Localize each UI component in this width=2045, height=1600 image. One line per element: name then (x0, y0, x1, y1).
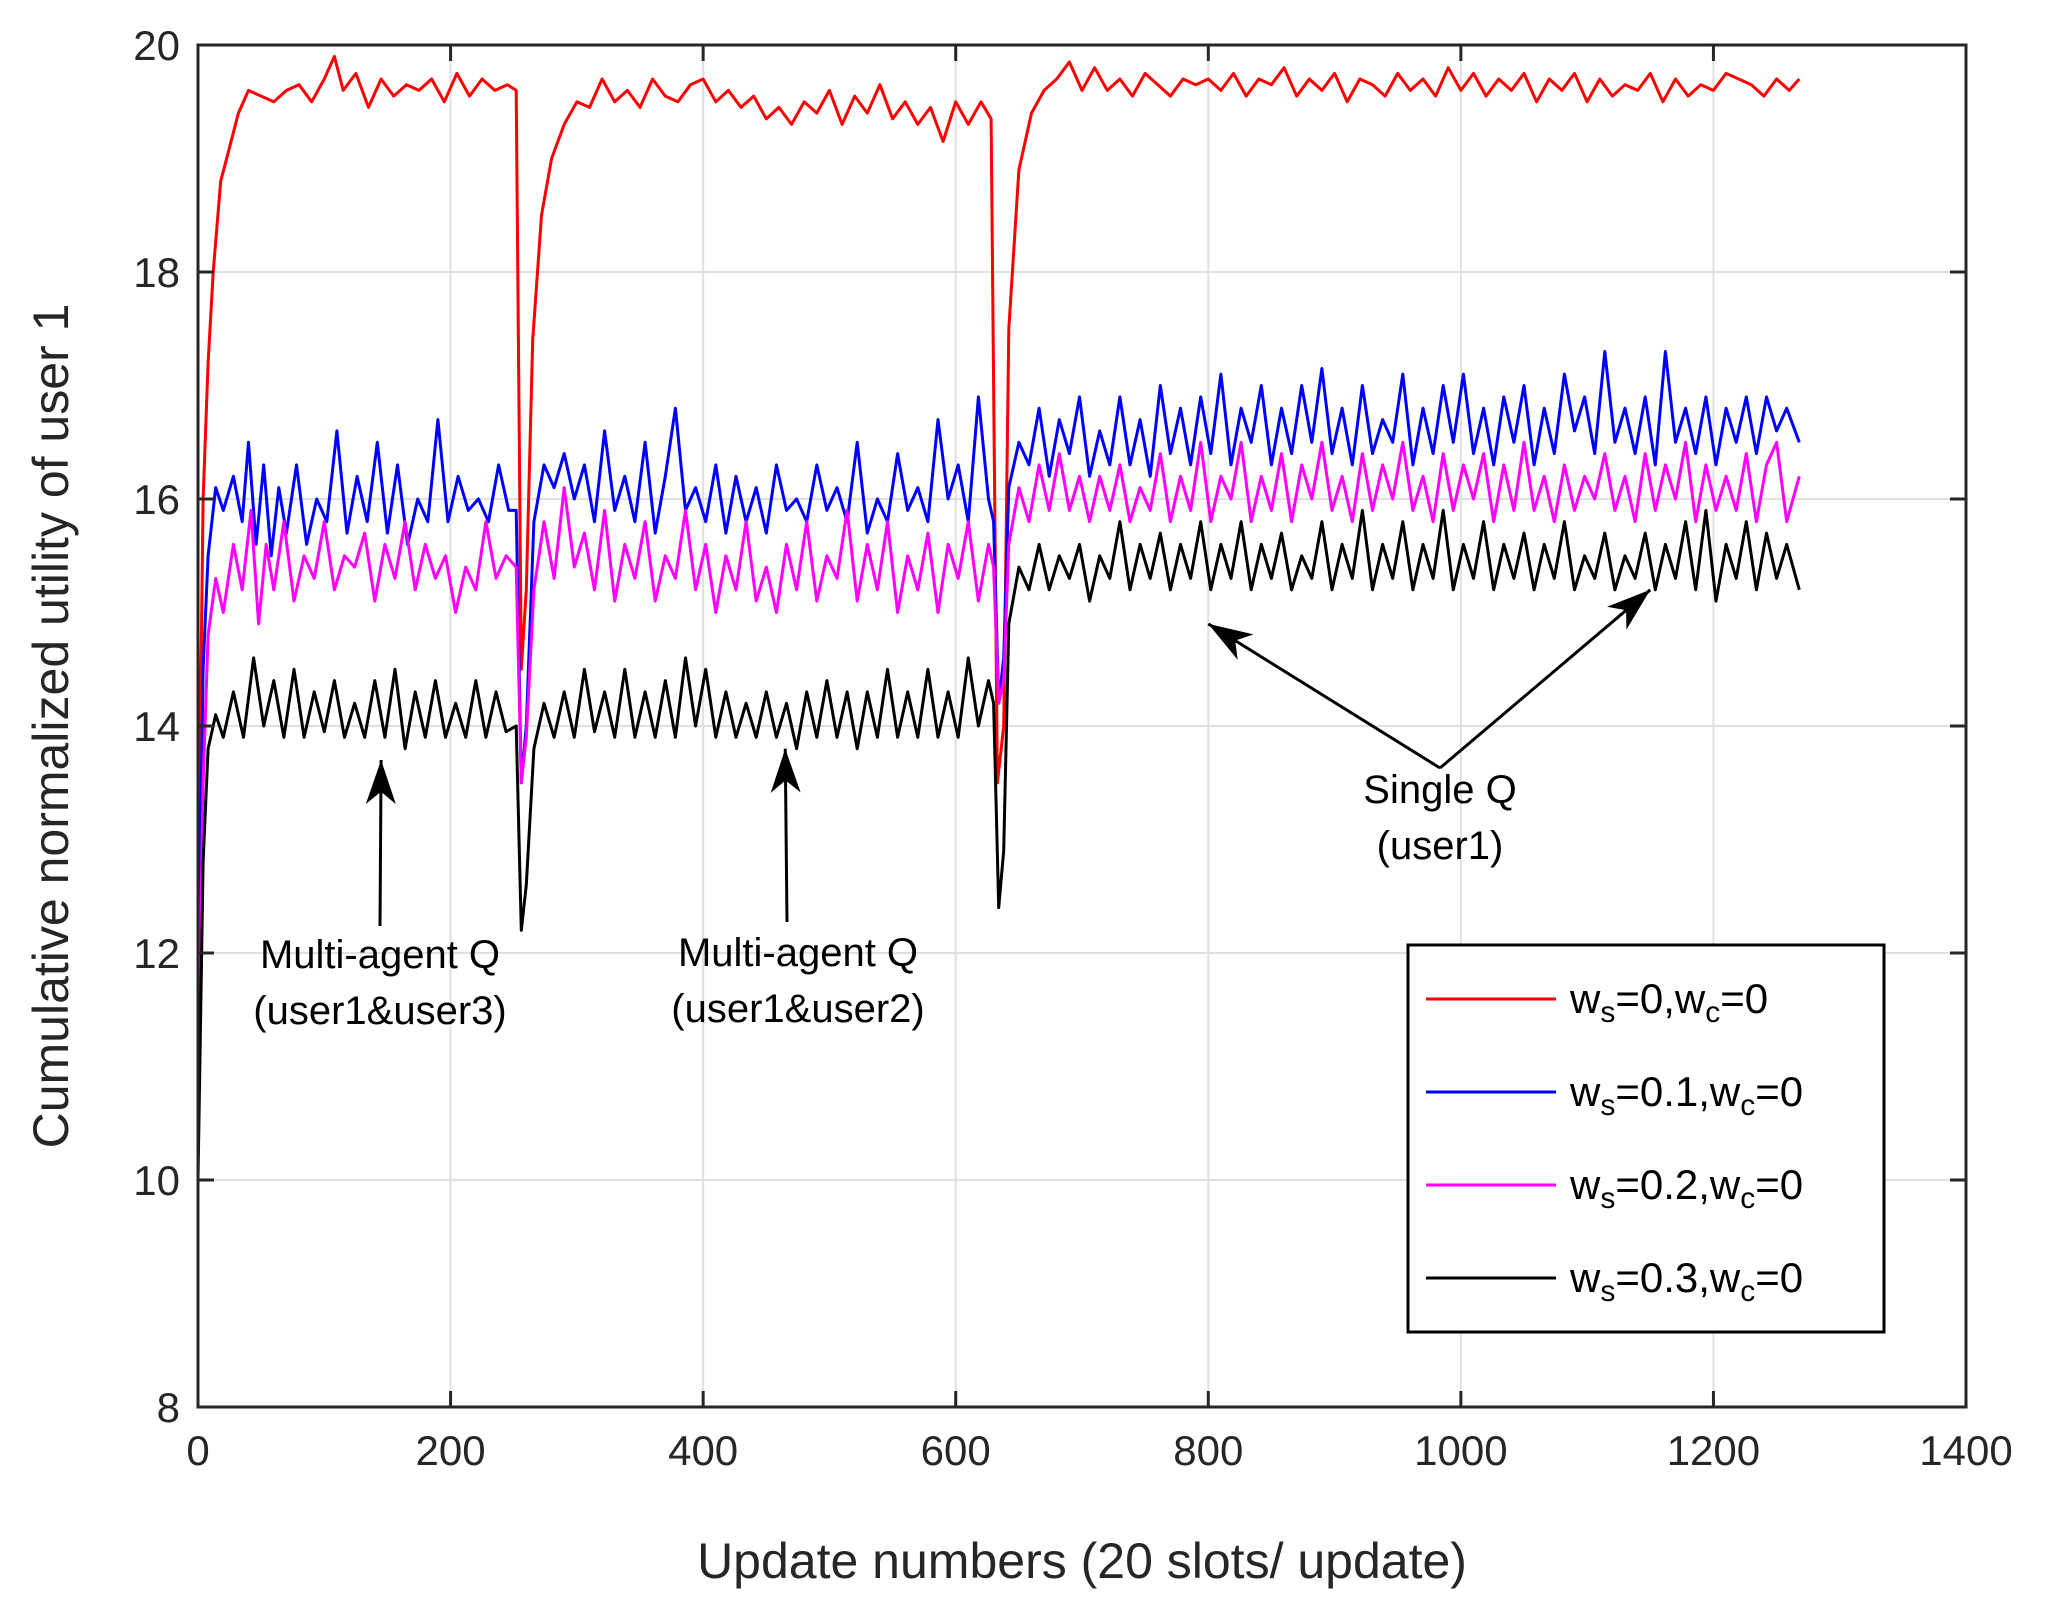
annotation-single-q-arrow-1-head (1208, 623, 1254, 660)
series-line-2 (196, 350, 1801, 1010)
series-line-1 (196, 54, 1801, 919)
x-tick-label: 600 (921, 1427, 991, 1474)
legend-entry-3: ws=0.2,wc=0 (1569, 1161, 1803, 1215)
annotation-multi-agent-12-line-1: Multi-agent Q (678, 931, 918, 975)
y-tick-label: 14 (133, 703, 180, 750)
annotation-multi-agent-12-arrow-head (770, 748, 801, 793)
x-tick-label: 400 (668, 1427, 738, 1474)
x-tick-label: 200 (416, 1427, 486, 1474)
annotation-single-q-line-2: (user1) (1377, 824, 1504, 868)
y-axis-label: Cumulative normalized utility of user 1 (23, 304, 79, 1149)
annotation-single-q-arrow-2-head (1607, 589, 1651, 630)
annotation-single-q-arrow-1-shaft (1207, 622, 1441, 770)
annotation-single-q-line-1: Single Q (1363, 768, 1516, 812)
x-axis-label: Update numbers (20 slots/ update) (697, 1533, 1467, 1589)
legend: ws=0,wc=0 ws=0.1,wc=0 ws=0.2,wc=0 ws=0.3,wc… (1406, 943, 1886, 1334)
annotation-multi-agent-13-line-1: Multi-agent Q (260, 933, 500, 977)
grid (198, 45, 1966, 1407)
ticks: 0 200 400 600 800 1000 1200 1400 8 10 12 14 16 18 20 (133, 22, 2012, 1474)
y-tick-label: 16 (133, 476, 180, 523)
y-tick-label: 12 (133, 930, 180, 977)
annotation-multi-agent-13-arrow-head (365, 760, 396, 805)
x-tick-label: 0 (186, 1427, 209, 1474)
y-tick-label: 10 (133, 1157, 180, 1204)
x-tick-label: 1400 (1919, 1427, 2012, 1474)
annotations: Multi-agent Q (user1&user3) Multi-agent Q (… (253, 588, 1652, 1033)
x-tick-label: 800 (1173, 1427, 1243, 1474)
legend-entry-2: ws=0.1,wc=0 (1569, 1068, 1803, 1122)
legend-entry-4: ws=0.3,wc=0 (1569, 1254, 1803, 1308)
annotation-multi-agent-12-line-2: (user1&user2) (671, 987, 924, 1031)
series-line-4 (196, 508, 1801, 1181)
y-tick-label: 8 (157, 1384, 180, 1431)
annotation-multi-agent-13-line-2: (user1&user3) (253, 989, 506, 1033)
series-group (196, 54, 1801, 1181)
legend-box (1406, 943, 1886, 1334)
x-tick-label: 1200 (1667, 1427, 1760, 1474)
x-tick-label: 1000 (1414, 1427, 1507, 1474)
y-tick-label: 20 (133, 22, 180, 69)
series-line-3 (196, 440, 1801, 1090)
y-tick-label: 18 (133, 249, 180, 296)
legend-entry-1: ws=0,wc=0 (1569, 975, 1768, 1029)
annotation-single-q-arrow-2-shaft (1439, 588, 1652, 770)
